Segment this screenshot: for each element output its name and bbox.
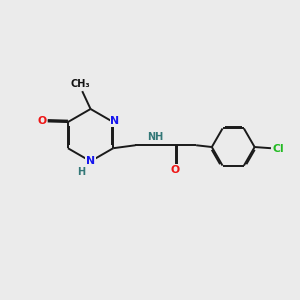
Text: O: O [171,165,180,175]
Text: N: N [86,156,95,166]
Text: N: N [110,116,120,126]
Text: CH₃: CH₃ [70,79,90,89]
Text: H: H [78,167,86,177]
Text: O: O [37,116,46,126]
Text: NH: NH [148,132,164,142]
Text: Cl: Cl [272,144,284,154]
